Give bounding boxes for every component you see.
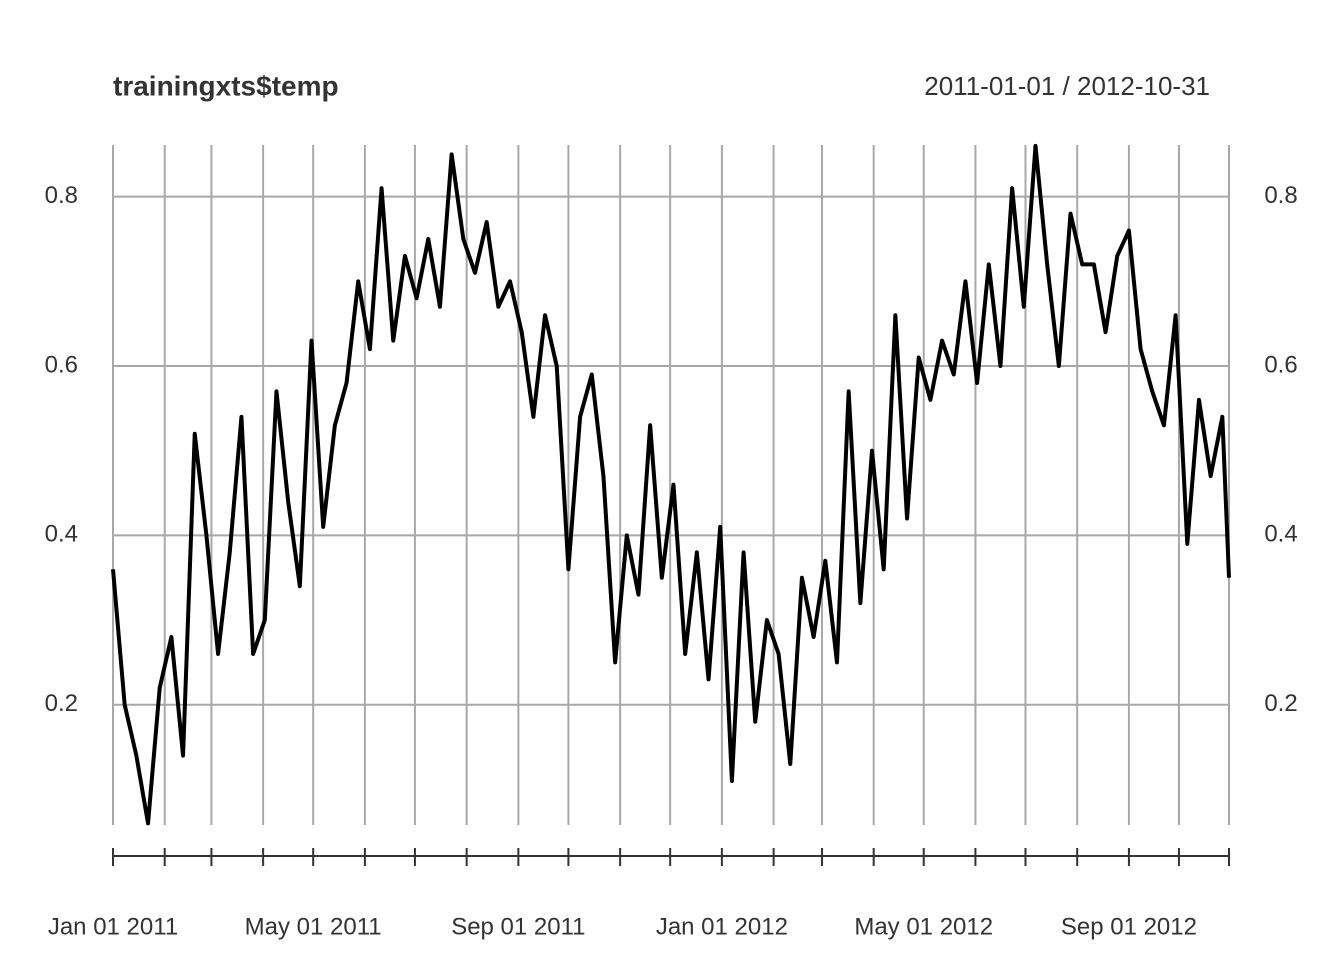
x-tick-label: Sep 01 2012 xyxy=(1061,913,1197,940)
x-tick-label: May 01 2011 xyxy=(245,913,382,940)
y-tick-label-right: 0.8 xyxy=(1264,182,1297,209)
y-tick-label-right: 0.6 xyxy=(1264,351,1297,378)
y-tick-label: 0.6 xyxy=(45,351,78,378)
y-tick-label-right: 0.2 xyxy=(1264,690,1297,717)
y-tick-label-right: 0.4 xyxy=(1264,521,1297,548)
series-line xyxy=(111,143,1231,826)
date-range: 2011-01-01 / 2012-10-31 xyxy=(924,71,1210,101)
x-tick-label: Jan 01 2012 xyxy=(656,913,788,940)
y-tick-label: 0.2 xyxy=(45,690,78,717)
x-tick-label: Sep 01 2011 xyxy=(451,913,585,940)
x-tick-label: May 01 2012 xyxy=(854,913,993,940)
y-tick-label: 0.4 xyxy=(45,521,78,548)
x-tick-label: Jan 01 2011 xyxy=(48,913,178,940)
chart-title: trainingxts$temp xyxy=(113,70,339,101)
y-tick-label: 0.8 xyxy=(45,182,78,209)
